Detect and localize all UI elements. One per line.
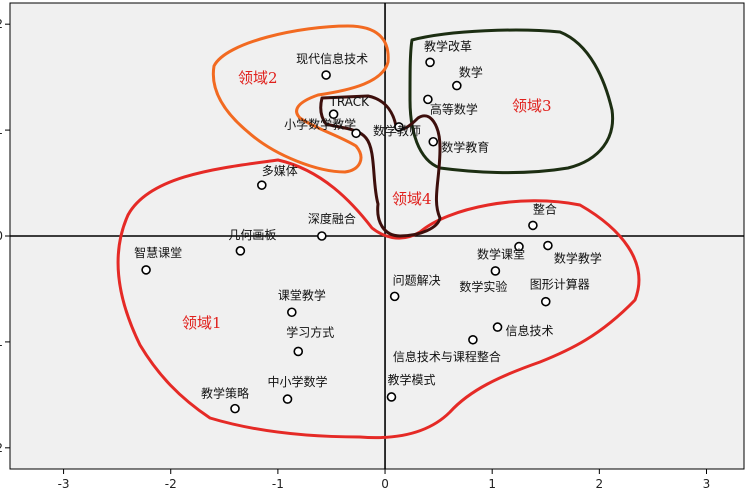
x-tick-label: 0	[381, 477, 389, 491]
data-point	[282, 394, 293, 404]
point-label: 整合	[533, 201, 557, 216]
data-point	[528, 220, 538, 231]
point-label: 深度融合	[308, 211, 356, 226]
point-label: 数学教师	[373, 123, 421, 138]
x-tick-label: 3	[703, 477, 711, 491]
data-point	[540, 296, 551, 307]
data-point	[490, 266, 501, 276]
data-point	[287, 307, 297, 318]
y-tick-label: 0	[0, 229, 3, 243]
point-label: 课堂教学	[278, 287, 326, 302]
point-label: 现代信息技术	[296, 51, 368, 66]
data-point	[423, 94, 433, 105]
data-point	[514, 241, 524, 252]
point-label: 高等数学	[430, 101, 478, 116]
y-tick-label: -2	[0, 441, 3, 455]
data-point	[141, 265, 151, 275]
region-4-outline	[319, 94, 442, 238]
point-label: 学习方式	[286, 324, 334, 339]
data-point	[452, 80, 462, 91]
point-label: 教学策略	[201, 386, 249, 401]
point-label: 数学教育	[441, 140, 489, 155]
data-point	[394, 122, 404, 132]
point-label: 智慧课堂	[134, 245, 182, 260]
region-4-label: 领域4	[392, 190, 432, 208]
data-point	[428, 136, 439, 147]
data-point	[351, 128, 361, 139]
point-label: 问题解决	[393, 273, 441, 287]
point-label: 数学实验	[459, 279, 507, 294]
region-2-outline	[211, 24, 390, 174]
data-point	[257, 180, 267, 190]
data-point	[317, 231, 327, 241]
data-point	[543, 240, 553, 251]
regions	[116, 24, 641, 440]
x-tick-label: -3	[58, 477, 70, 491]
point-label: 教学模式	[387, 372, 435, 387]
data-point	[425, 57, 435, 68]
point-label: 数学教学	[554, 251, 602, 266]
point-label: 信息技术与课程整合	[393, 349, 501, 364]
data-point	[321, 70, 331, 80]
point-label: 数学	[459, 65, 483, 80]
region-labels: 领域1 领域2 领域3 领域4	[182, 69, 552, 332]
x-tick-label: 1	[488, 477, 496, 491]
point-label: 信息技术	[506, 323, 554, 338]
region-1-label: 领域1	[182, 314, 222, 332]
point-label: 数学课堂	[477, 247, 525, 262]
region-2-label: 领域2	[238, 69, 278, 87]
region-3-outline	[408, 28, 615, 175]
data-point	[235, 246, 246, 256]
y-tick-label: 2	[0, 17, 3, 31]
x-tick-label: -1	[272, 477, 284, 491]
data-point	[492, 322, 503, 332]
region-1-outline	[116, 158, 641, 440]
y-tick-label: 1	[0, 123, 3, 137]
point-label: 几何画板	[228, 228, 276, 242]
y-tick-label: -1	[0, 335, 3, 349]
data-point	[293, 346, 304, 357]
data-point	[230, 403, 240, 414]
point-label: 教学改革	[424, 38, 472, 53]
point-label: 小学数学教学	[284, 116, 356, 131]
point-label: 中小学数学	[268, 374, 328, 389]
point-label: 图形计算器	[530, 277, 590, 292]
region-3-label: 领域3	[512, 97, 552, 115]
x-tick-label: -2	[165, 477, 177, 491]
data-point	[389, 291, 400, 302]
point-label: 多媒体	[262, 164, 298, 178]
data-point	[468, 334, 478, 345]
data-point	[328, 109, 339, 120]
data-point	[386, 392, 397, 402]
point-label: TRACK	[329, 95, 371, 109]
x-tick-label: 2	[596, 477, 604, 491]
